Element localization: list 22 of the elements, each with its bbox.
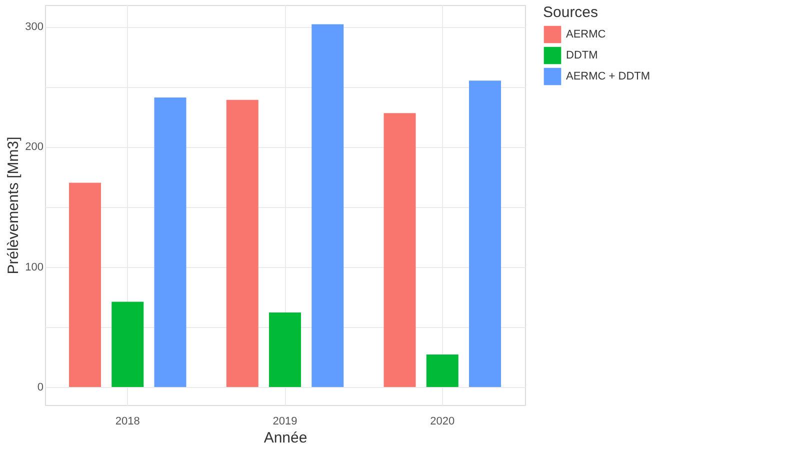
- y-tick-label: 100: [25, 261, 44, 274]
- legend-label: AERMC: [566, 28, 606, 40]
- y-tick-label: 0: [37, 381, 44, 394]
- bar: [269, 312, 301, 387]
- y-tick-label: 300: [25, 21, 44, 34]
- x-axis-title: Année: [264, 430, 308, 446]
- legend-label: AERMC + DDTM: [566, 70, 650, 82]
- legend-label: DDTM: [566, 50, 598, 62]
- x-tick-label: 2019: [272, 416, 298, 428]
- y-axis-title: Prélèvements [Mm3]: [5, 136, 22, 274]
- bar: [226, 100, 258, 387]
- legend-title: Sources: [543, 4, 598, 21]
- bar: [312, 24, 344, 387]
- bar: [154, 97, 186, 387]
- y-tick-label: 200: [25, 141, 44, 154]
- x-tick-label: 2020: [430, 416, 455, 428]
- bar: [69, 182, 101, 387]
- bar: [384, 113, 416, 387]
- bar: [112, 302, 144, 387]
- x-tick-label: 2018: [115, 416, 140, 428]
- bar: [469, 80, 501, 387]
- bar: [426, 354, 458, 387]
